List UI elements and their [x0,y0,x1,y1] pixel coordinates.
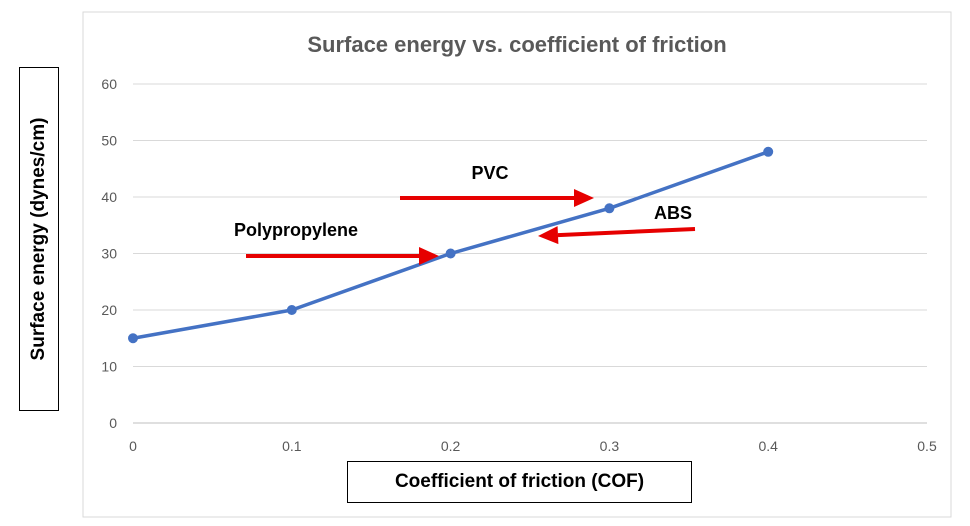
arrow-head [574,189,594,207]
x-tick-label: 0.1 [282,438,302,454]
y-axis-label: Surface energy (dynes/cm) [28,117,49,361]
data-point [286,305,297,315]
annotation-label: ABS [654,203,692,223]
data-point [445,248,456,259]
y-axis-label-box: Surface energy (dynes/cm) [19,67,59,411]
y-tick-label: 50 [101,133,117,149]
arrow-shaft [557,227,696,238]
x-tick-label: 0.2 [441,438,461,454]
data-point [604,203,615,214]
y-tick-label: 60 [101,76,117,92]
y-tick-label: 30 [101,246,117,262]
arrow-head [419,247,439,265]
x-tick-label: 0 [129,438,137,454]
arrow-head [538,226,559,245]
chart-border [82,11,952,518]
annotation-label: Polypropylene [234,220,358,240]
chart-title: Surface energy vs. coefficient of fricti… [307,32,726,57]
x-axis-label-box: Coefficient of friction (COF) [347,461,692,503]
y-tick-label: 20 [101,302,117,318]
annotation-label: PVC [471,163,508,183]
y-tick-label: 10 [101,359,117,375]
data-point [763,146,774,157]
x-tick-label: 0.3 [600,438,620,454]
x-axis-label: Coefficient of friction (COF) [394,471,645,492]
y-tick-label: 0 [109,415,117,431]
y-tick-label: 40 [101,189,117,205]
x-tick-label: 0.5 [917,438,937,454]
data-point [128,333,138,344]
x-tick-label: 0.4 [758,438,778,454]
